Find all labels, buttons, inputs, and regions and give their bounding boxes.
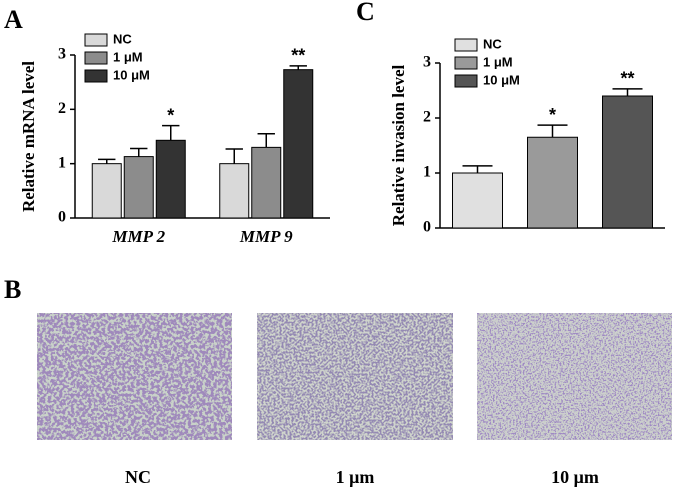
significance-label: ** [291,46,305,66]
micrograph [37,313,232,440]
panel-label: B [4,275,21,304]
legend-swatch [454,38,478,52]
image-caption: 10 μm [551,467,599,487]
bar [452,172,503,229]
y-axis-label: Relative mRNA level [19,61,38,212]
y-tick-label: 3 [423,54,431,71]
bar [91,163,122,219]
legend-label: NC [113,31,132,46]
legend-label: 10 μM [483,72,520,87]
bar [155,139,186,219]
y-tick-label: 2 [58,100,66,117]
bar [123,156,154,219]
legend-label: NC [483,36,502,51]
y-tick-label: 2 [423,109,431,126]
legend-label: 1 μM [113,49,143,64]
y-tick-label: 3 [58,46,66,63]
y-axis-label: Relative invasion level [389,64,408,226]
bar [283,69,314,219]
bar [602,95,653,229]
panel-label: C [356,0,375,26]
panel-label: A [4,5,23,34]
y-tick-label: 1 [58,154,66,171]
bar [527,136,578,229]
legend-label: 1 μM [483,54,513,69]
bar [219,163,250,219]
x-tick-label: MMP 2 [111,227,165,246]
micrograph [477,313,672,440]
legend-label: 10 μM [113,67,150,82]
y-tick-label: 0 [58,209,66,226]
y-tick-label: 1 [423,164,431,181]
y-tick-label: 0 [423,219,431,236]
significance-label: ** [620,69,634,89]
legend-swatch [454,74,478,88]
legend-swatch [84,69,108,83]
x-tick-label: MMP 9 [239,227,293,246]
image-caption: NC [125,467,151,487]
significance-label: * [549,105,556,125]
bar [251,146,282,219]
image-caption: 1 μm [336,467,375,487]
legend-swatch [454,56,478,70]
legend-swatch [84,51,108,65]
micrograph [257,313,453,440]
legend-swatch [84,33,108,47]
significance-label: * [167,105,174,125]
